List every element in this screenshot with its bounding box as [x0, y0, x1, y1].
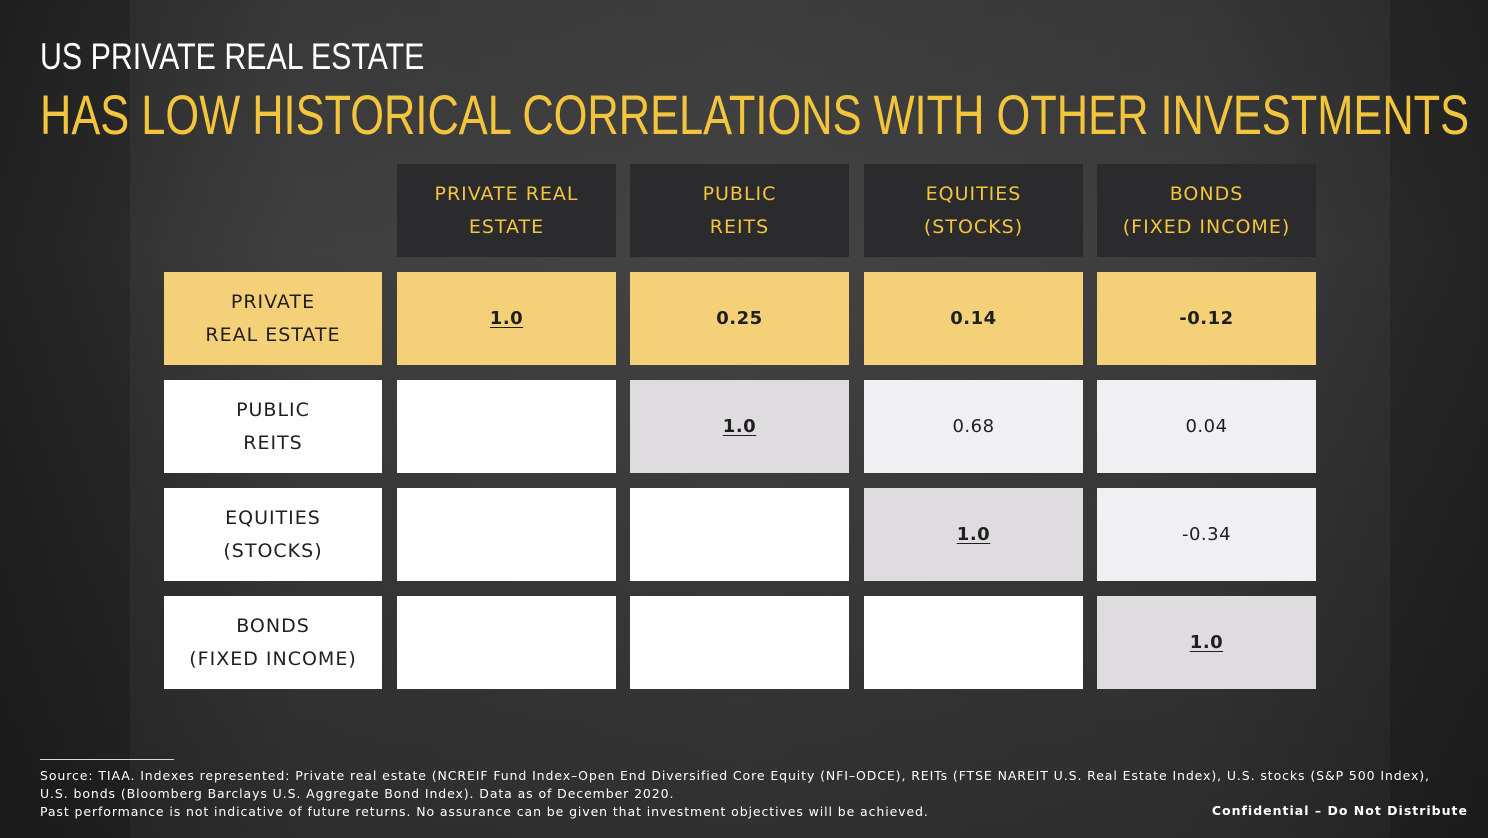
row-label-line: (FIXED INCOME): [189, 647, 357, 670]
row-label-line: PUBLIC: [236, 398, 310, 421]
source-text: Source: TIAA. Indexes represented: Priva…: [40, 768, 1430, 801]
table-cell-empty: [397, 596, 616, 689]
row-label-line: (STOCKS): [223, 539, 323, 562]
cell-value: 0.04: [1185, 416, 1228, 437]
row-label-public-reits: PUBLIC REITS: [164, 380, 382, 473]
row-label-line: BONDS: [236, 614, 310, 637]
background-building-right: [1390, 0, 1488, 838]
table-cell: -0.12: [1097, 272, 1316, 365]
column-header-line: PUBLIC: [702, 182, 777, 205]
background-building-left: [0, 0, 130, 838]
row-label-bonds: BONDS (FIXED INCOME): [164, 596, 382, 689]
column-header-line: (STOCKS): [923, 215, 1024, 238]
column-header-line: EQUITIES: [925, 182, 1022, 205]
column-header-line: (FIXED INCOME): [1122, 215, 1291, 238]
column-header-public-reits: PUBLIC REITS: [630, 164, 849, 257]
table-cell-empty: [864, 596, 1083, 689]
table-cell: 1.0: [1097, 596, 1316, 689]
table-cell: 0.14: [864, 272, 1083, 365]
table-cell-empty: [630, 488, 849, 581]
cell-value: 1.0: [956, 524, 991, 545]
column-header-line: ESTATE: [468, 215, 545, 238]
disclaimer-text: Past performance is not indicative of fu…: [40, 804, 929, 819]
row-label-line: REITS: [243, 431, 303, 454]
table-cell-empty: [397, 380, 616, 473]
table-cell: 1.0: [630, 380, 849, 473]
cell-value: 1.0: [722, 416, 757, 437]
table-cell-empty: [630, 596, 849, 689]
table-cell: 0.04: [1097, 380, 1316, 473]
column-header-private-real-estate: PRIVATE REAL ESTATE: [397, 164, 616, 257]
row-label-line: REAL ESTATE: [205, 323, 341, 346]
row-label-line: PRIVATE: [230, 290, 316, 313]
confidential-notice: Confidential – Do Not Distribute: [1211, 803, 1468, 818]
cell-value: 0.25: [716, 308, 763, 329]
cell-value: 1.0: [489, 308, 524, 329]
column-header-bonds: BONDS (FIXED INCOME): [1097, 164, 1316, 257]
table-cell: 0.25: [630, 272, 849, 365]
table-cell: 1.0: [864, 488, 1083, 581]
column-header-line: PRIVATE REAL: [434, 182, 579, 205]
row-label-equities: EQUITIES (STOCKS): [164, 488, 382, 581]
table-cell: 1.0: [397, 272, 616, 365]
source-footnote: Source: TIAA. Indexes represented: Priva…: [40, 767, 1460, 821]
cell-value: 0.68: [952, 416, 995, 437]
cell-value: -0.12: [1179, 308, 1234, 329]
slide-title: HAS LOW HISTORICAL CORRELATIONS WITH OTH…: [40, 83, 1470, 146]
column-header-line: REITS: [709, 215, 770, 238]
cell-value: 0.14: [950, 308, 997, 329]
table-cell: -0.34: [1097, 488, 1316, 581]
footnote-divider: [40, 759, 174, 760]
table-cell: 0.68: [864, 380, 1083, 473]
row-label-line: EQUITIES: [225, 506, 321, 529]
slide-subtitle: US PRIVATE REAL ESTATE: [40, 36, 425, 77]
column-header-equities: EQUITIES (STOCKS): [864, 164, 1083, 257]
row-label-private-real-estate: PRIVATE REAL ESTATE: [164, 272, 382, 365]
cell-value: 1.0: [1189, 632, 1224, 653]
column-header-line: BONDS: [1169, 182, 1244, 205]
table-cell-empty: [397, 488, 616, 581]
cell-value: -0.34: [1181, 524, 1232, 545]
